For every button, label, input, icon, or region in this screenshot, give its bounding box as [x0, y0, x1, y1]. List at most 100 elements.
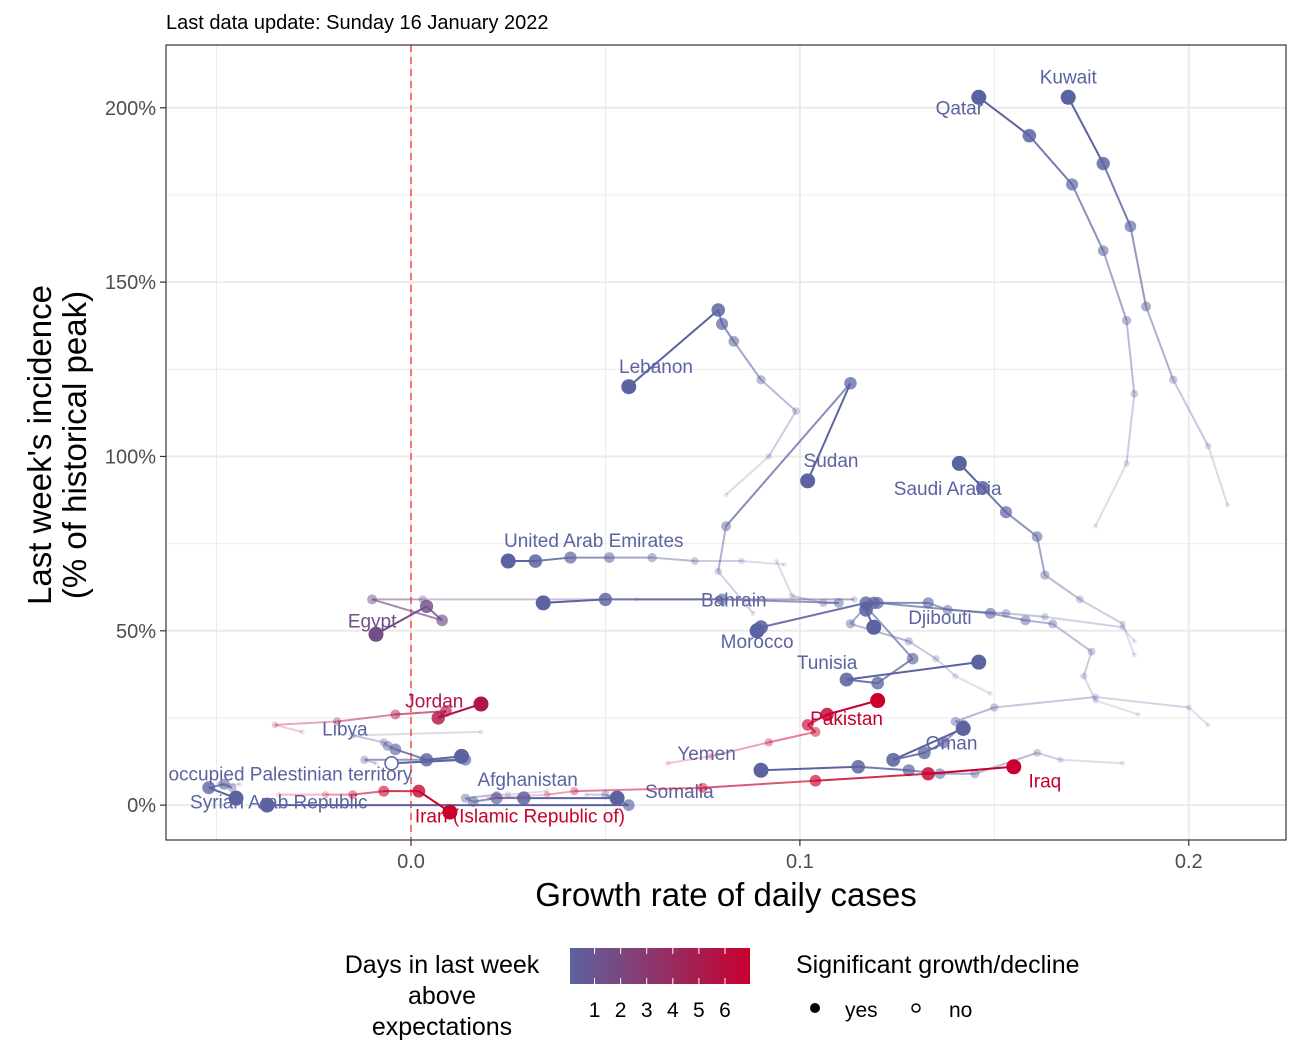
history-point-marker [697, 782, 708, 793]
history-point-marker [299, 729, 305, 735]
history-point-marker [412, 784, 426, 798]
history-point-marker [756, 375, 766, 385]
history-point-marker [486, 795, 492, 801]
series-morocco: Morocco [721, 596, 1141, 717]
latest-point-marker [259, 797, 275, 813]
trajectory-segment [574, 786, 703, 793]
series-jordan: Jordan [271, 692, 489, 735]
history-point-marker [379, 738, 388, 747]
trajectory-segment [652, 556, 695, 563]
latest-point-marker [971, 654, 987, 670]
country-label: Morocco [721, 632, 794, 653]
history-point-marker [1120, 760, 1126, 766]
history-point-marker [716, 593, 728, 606]
latest-point-marker [1060, 89, 1076, 105]
legend-significance-title: Significant growth/decline [796, 951, 1080, 979]
history-point-marker [851, 596, 858, 603]
history-point-marker [478, 729, 484, 735]
trajectory-segment [760, 601, 867, 629]
history-point-marker [271, 721, 279, 729]
latest-point-marker [971, 89, 987, 105]
trajectory-segment [352, 734, 384, 744]
country-label: United Arab Emirates [504, 531, 684, 552]
trajectory-segment [741, 560, 785, 566]
history-point-marker [871, 676, 885, 690]
trajectory-segment [994, 696, 1096, 709]
history-point-marker [810, 726, 821, 737]
history-point-marker [860, 601, 872, 612]
history-point-marker [750, 610, 756, 616]
history-point-marker [738, 557, 745, 565]
history-point-marker [792, 407, 800, 416]
trajectory-segment [767, 410, 797, 457]
latest-point-marker [621, 379, 637, 395]
history-point-marker [1185, 704, 1192, 711]
series-layer: Kuwait Qatar Lebanon Sudan Saudi Arabia Unite… [168, 67, 1231, 828]
legend-days-label: 6 [719, 999, 731, 1022]
history-point-marker [932, 655, 940, 663]
history-point-marker [844, 376, 857, 390]
trajectory-segment [955, 706, 995, 723]
trajectory-segment [710, 741, 770, 758]
history-point-marker [990, 703, 999, 712]
history-point-marker [906, 652, 919, 665]
history-point-marker [1031, 531, 1043, 543]
plot-border [165, 44, 1287, 841]
history-point-marker [1169, 375, 1178, 384]
y-tick-label: 0% [127, 795, 156, 817]
history-point-marker [367, 594, 378, 605]
trajectory-segment [1060, 758, 1123, 765]
country-label: Tunisia [797, 653, 858, 674]
history-point-marker [902, 764, 915, 777]
history-point-marker [570, 787, 579, 796]
trajectory-segment [1028, 134, 1073, 186]
series-sudan: Sudan [714, 376, 858, 616]
trajectory-segment [375, 605, 428, 636]
trajectory-segment [815, 772, 929, 782]
trajectory-segment [908, 640, 937, 660]
latest-point-marker [384, 756, 399, 771]
series-bahrain: Bahrain [535, 558, 844, 611]
trajectory-segment [1095, 696, 1189, 709]
history-point-marker [1141, 301, 1151, 312]
latest-point-marker [500, 553, 516, 569]
series-lebanon: Lebanon [619, 303, 800, 498]
history-point-marker [984, 607, 996, 619]
history-point-marker [603, 552, 615, 563]
history-point-marker [622, 799, 635, 811]
trajectory-segment [1188, 706, 1209, 726]
trajectory-segment [1129, 226, 1147, 307]
history-point-marker [528, 554, 543, 568]
history-point-marker [714, 567, 722, 576]
trajectory-segment [1207, 445, 1229, 506]
history-point-marker [1097, 245, 1109, 257]
history-point-marker [332, 717, 342, 726]
history-point-marker [276, 792, 282, 798]
history-point-marker [1033, 748, 1042, 757]
trajectory-segment [928, 765, 1014, 775]
history-point-marker [1119, 624, 1126, 631]
trajectory-segment [850, 622, 910, 643]
history-point-marker [999, 506, 1013, 519]
history-point-marker [711, 303, 726, 317]
history-point-marker [218, 778, 230, 790]
legend-sig-yes-marker [810, 1003, 820, 1013]
history-point-marker [845, 619, 856, 629]
history-point-marker [886, 752, 901, 767]
country-label: Saudi Arabia [894, 479, 1002, 500]
history-point-marker [819, 598, 828, 608]
series-saudi-arabia: Saudi Arabia [894, 455, 1137, 658]
history-point-marker [716, 317, 729, 331]
y-axis-title: Last week's incidence (% of historical p… [21, 285, 93, 605]
series-afghanistan: Afghanistan [460, 770, 625, 808]
trajectory-segment [877, 601, 991, 615]
legend-color-bar [570, 948, 750, 984]
history-point-marker [436, 614, 448, 627]
country-label: Iraq [1029, 772, 1062, 793]
trajectory-segment [1025, 619, 1053, 625]
history-point-marker [723, 492, 729, 498]
history-point-marker [431, 711, 445, 725]
country-label: Jordan [405, 692, 463, 713]
trajectory-segment [990, 612, 1026, 622]
